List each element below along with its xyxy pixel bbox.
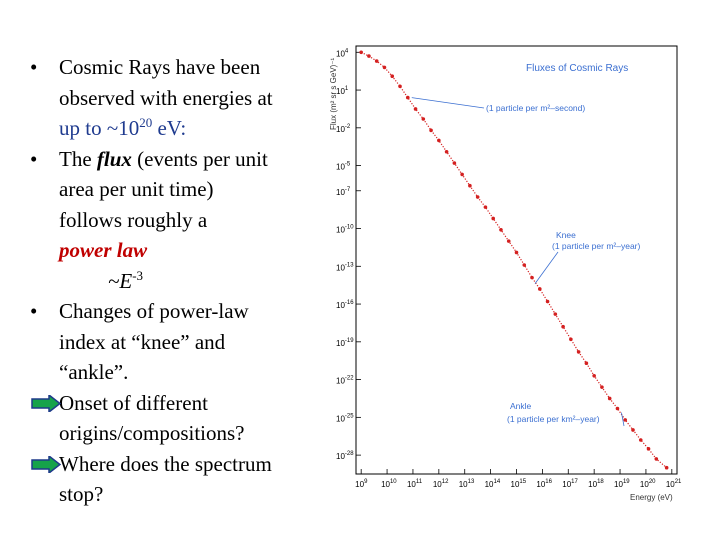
energy-exponent: 20: [139, 115, 153, 130]
y-tick-label: 10-2: [336, 124, 351, 134]
y-tick-label: 10-7: [336, 187, 351, 197]
x-tick-label: 1019: [614, 479, 630, 489]
y-tick-label: 10-22: [336, 376, 354, 386]
slide-text: • Cosmic Rays have been observed with en…: [30, 52, 320, 510]
y-tick-label: 10-16: [336, 300, 354, 310]
x-tick-label: 1016: [536, 479, 552, 489]
y-tick-label: 10-13: [336, 262, 354, 272]
bullet-dot: •: [30, 55, 38, 79]
knee-label: Knee: [556, 230, 576, 240]
y-tick-labels: 104 101 10-2 10-5 10-7 10-10 10-13 10-16 10-19 10…: [336, 48, 354, 461]
x-tick-label: 1017: [562, 479, 578, 489]
bullet-dot: •: [30, 146, 38, 171]
bullet-3-line-1: • Changes of power-law: [30, 296, 320, 327]
energy-text: up to ~10: [59, 116, 140, 140]
x-axis-label: Energy (eV): [630, 493, 673, 502]
knee-annotation-label: (1 particle per m²–year): [552, 241, 641, 251]
energy-unit: eV:: [152, 116, 187, 140]
bullet-1-text-2: observed with energies at: [59, 85, 273, 110]
bullet-1-text-1: Cosmic Rays have been: [59, 55, 261, 79]
cosmic-ray-flux-chart: 109 1010 1011 1012 1013 1014 1015 1016 1017 1018 1…: [329, 45, 682, 502]
arrow-2-text-2: stop?: [59, 482, 104, 506]
x-tick-label: 1020: [640, 479, 656, 489]
bullet-2-text-1: The flux (events per unit: [59, 147, 268, 171]
bullet-3-text-3: “ankle”.: [59, 360, 129, 384]
y-axis-label: Flux (m² sr s GeV)⁻¹: [329, 57, 338, 130]
x-tick-label: 1012: [433, 479, 449, 489]
arrow-1-text-2: origins/compositions?: [59, 421, 245, 445]
axis-ticks: [356, 51, 673, 474]
plot-frame: [355, 45, 678, 475]
y-tick-label: 104: [336, 48, 349, 58]
x-tick-label: 109: [355, 479, 368, 489]
ankle-label: Ankle: [510, 401, 532, 411]
bullet-2-line-1: • The flux (events per unit: [30, 144, 320, 175]
annotations: [411, 97, 625, 427]
y-tick-label: 10-19: [336, 338, 354, 348]
arrow-1-text-1: Onset of different: [59, 390, 208, 415]
power-law-formula: ~E-3: [108, 266, 320, 297]
x-tick-label: 1014: [485, 479, 501, 489]
flux-points: [359, 50, 669, 470]
y-tick-label: 10-5: [336, 162, 351, 172]
annotation-arrow-2: [534, 251, 559, 284]
chart-title: Fluxes of Cosmic Rays: [526, 63, 628, 74]
annotation-arrow-1: [411, 97, 485, 109]
annotation-arrow-3: [621, 412, 625, 427]
annotation-1-label: (1 particle per m²–second): [486, 103, 585, 113]
x-tick-label: 1018: [588, 479, 604, 489]
arrow-2-line-1: Where does the spectrum: [30, 449, 320, 480]
bullet-2-text-3: follows roughly a: [59, 207, 208, 232]
arrow-2-text-1: Where does the spectrum: [59, 451, 272, 476]
power-law-text: power law: [59, 238, 148, 262]
arrow-1-line-1: Onset of different: [30, 388, 320, 419]
the-text: The: [59, 146, 97, 171]
power-law-base: ~E: [108, 268, 133, 293]
bullet-3-text-1: Changes of power-law: [59, 299, 249, 323]
y-tick-label: 101: [336, 86, 349, 96]
right-arrow-icon: [31, 394, 61, 412]
y-tick-label: 10-25: [336, 413, 354, 423]
x-tick-label: 1013: [459, 479, 475, 489]
x-tick-label: 1010: [381, 479, 397, 489]
power-law-exponent: -3: [132, 267, 144, 283]
bullet-3-text-2: index at “knee” and: [59, 329, 226, 354]
flux-trace: [360, 51, 667, 469]
flux-desc: (events per unit: [131, 146, 268, 171]
flux-point: [664, 465, 669, 470]
y-tick-label: 10-28: [336, 451, 354, 461]
right-arrow-icon: [31, 455, 61, 473]
x-tick-label: 1021: [666, 479, 682, 489]
bullet-1-line-1: • Cosmic Rays have been: [30, 52, 320, 83]
flux-word: flux: [96, 146, 132, 171]
x-tick-label: 1011: [407, 479, 423, 489]
bullet-2-text-2: area per unit time): [59, 177, 214, 201]
ankle-annotation-label: (1 particle per km²–year): [507, 414, 600, 424]
x-tick-label: 1015: [511, 479, 527, 489]
x-tick-labels: 109 1010 1011 1012 1013 1014 1015 1016 1017 1018 1…: [355, 479, 682, 489]
y-tick-label: 10-10: [336, 225, 354, 235]
bullet-1-text-3: up to ~1020 eV:: [59, 113, 320, 144]
bullet-dot: •: [30, 299, 38, 323]
